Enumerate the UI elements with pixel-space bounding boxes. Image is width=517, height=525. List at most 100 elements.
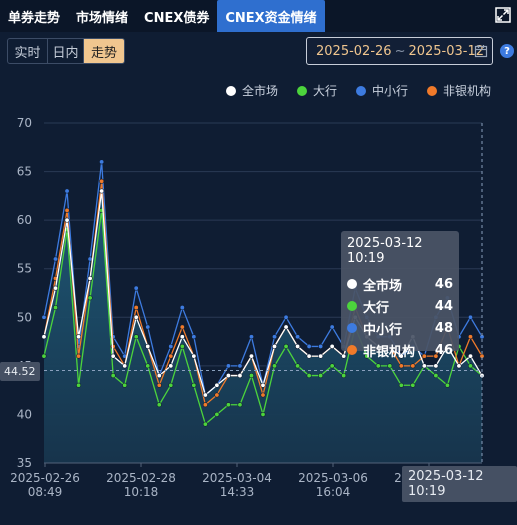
data-point-all-market	[467, 353, 473, 359]
tooltip-series-value: 48	[434, 320, 453, 336]
data-point-all-market	[318, 353, 324, 359]
data-point-big-banks	[237, 402, 243, 408]
data-point-small-banks	[133, 285, 139, 291]
data-point-non-bank	[168, 353, 174, 359]
data-point-big-banks	[122, 382, 128, 388]
y-tick-label: 60	[17, 213, 32, 227]
data-point-non-bank	[99, 178, 105, 184]
tooltip-row: 非银机构 46	[347, 339, 453, 361]
data-point-all-market	[225, 373, 231, 379]
legend-item-small-banks[interactable]: 中小行	[356, 82, 408, 99]
x-tick-date: 2025-02-26	[10, 471, 80, 485]
area-fill-all-market	[44, 191, 482, 463]
data-point-non-bank	[133, 305, 139, 311]
tooltip-series-name: 大行	[363, 300, 390, 316]
data-point-big-banks	[145, 363, 151, 369]
legend-label: 大行	[313, 84, 338, 98]
data-point-all-market	[295, 343, 301, 349]
data-point-big-banks	[329, 363, 335, 369]
x-tick-date: 2025-03-06	[298, 471, 368, 485]
data-point-non-bank	[214, 392, 220, 398]
data-point-big-banks	[191, 382, 197, 388]
end-date[interactable]: 2025-03-12	[408, 43, 485, 59]
data-point-non-bank	[202, 402, 208, 408]
data-point-all-market	[41, 334, 47, 340]
data-point-small-banks	[283, 314, 289, 320]
help-icon[interactable]: ?	[500, 44, 514, 58]
data-point-all-market	[306, 353, 312, 359]
legend-label: 全市场	[242, 84, 279, 98]
data-point-big-banks	[283, 343, 289, 349]
data-point-small-banks	[318, 343, 324, 349]
data-point-big-banks	[387, 363, 393, 369]
tooltip-row: 大行 44	[347, 295, 453, 317]
data-point-all-market	[202, 392, 208, 398]
data-point-big-banks	[318, 373, 324, 379]
data-point-all-market	[87, 275, 93, 281]
start-date[interactable]: 2025-02-26	[316, 43, 392, 59]
data-point-all-market	[133, 314, 139, 320]
data-point-non-bank	[64, 207, 70, 213]
tooltip-dot	[347, 301, 357, 311]
view-mode-toggle: 实时 日内 走势	[7, 38, 125, 64]
data-point-big-banks	[53, 305, 59, 311]
data-point-big-banks	[467, 363, 473, 369]
trend-button[interactable]: 走势	[84, 39, 124, 63]
data-point-big-banks	[410, 382, 416, 388]
data-point-all-market	[283, 324, 289, 330]
data-point-small-banks	[248, 334, 254, 340]
data-point-big-banks	[110, 373, 116, 379]
data-point-all-market	[64, 217, 70, 223]
data-point-small-banks	[329, 324, 335, 330]
legend-dot-small-banks	[356, 85, 367, 96]
legend-dot-non-bank	[427, 85, 438, 96]
data-point-small-banks	[168, 343, 174, 349]
data-point-big-banks	[272, 363, 278, 369]
data-point-small-banks	[272, 334, 278, 340]
data-point-all-market	[214, 382, 220, 388]
data-point-small-banks	[467, 314, 473, 320]
y-tick-label: 70	[17, 116, 32, 130]
data-point-small-banks	[237, 363, 243, 369]
intraday-button[interactable]: 日内	[48, 39, 84, 63]
data-point-big-banks	[260, 411, 266, 417]
data-point-small-banks	[145, 324, 151, 330]
data-point-all-market	[122, 363, 128, 369]
tooltip-row: 中小行 48	[347, 317, 453, 339]
data-point-non-bank	[433, 353, 439, 359]
data-point-big-banks	[168, 382, 174, 388]
data-point-small-banks	[179, 305, 185, 311]
x-tick-date: 2025-02-28	[106, 471, 176, 485]
data-point-all-market	[110, 353, 116, 359]
data-point-non-bank	[410, 363, 416, 369]
data-point-all-market	[191, 353, 197, 359]
data-point-all-market	[329, 343, 335, 349]
data-point-big-banks	[364, 353, 370, 359]
y-tick-label: 65	[17, 165, 32, 179]
data-point-non-bank	[179, 324, 185, 330]
legend-item-big-banks[interactable]: 大行	[297, 82, 337, 99]
data-point-all-market	[341, 353, 347, 359]
legend-item-all-market[interactable]: 全市场	[226, 82, 278, 99]
legend-item-non-bank[interactable]: 非银机构	[427, 82, 491, 99]
tooltip-row: 全市场 46	[347, 273, 453, 295]
data-point-all-market	[260, 382, 266, 388]
tab-bond-trend[interactable]: 单券走势	[8, 10, 61, 26]
data-point-big-banks	[375, 363, 381, 369]
y-tick-label: 35	[17, 456, 32, 470]
date-range-picker[interactable]: 2025-02-26 ~ 2025-03-12	[306, 37, 493, 65]
tooltip-dot	[347, 279, 357, 289]
tab-cnex-fund-sentiment[interactable]: CNEX资金情绪	[217, 0, 325, 32]
data-point-all-market	[179, 334, 185, 340]
data-point-big-banks	[214, 411, 220, 417]
realtime-button[interactable]: 实时	[8, 39, 48, 63]
data-point-all-market	[421, 363, 427, 369]
expand-icon[interactable]	[495, 7, 511, 23]
tab-market-sentiment[interactable]: 市场情绪	[76, 10, 129, 26]
calendar-icon[interactable]	[474, 44, 488, 58]
data-point-big-banks	[133, 334, 139, 340]
data-point-non-bank	[421, 353, 427, 359]
data-point-big-banks	[41, 353, 47, 359]
tab-cnex-bond[interactable]: CNEX债券	[144, 10, 210, 26]
x-tick-time: 10:18	[124, 485, 159, 499]
